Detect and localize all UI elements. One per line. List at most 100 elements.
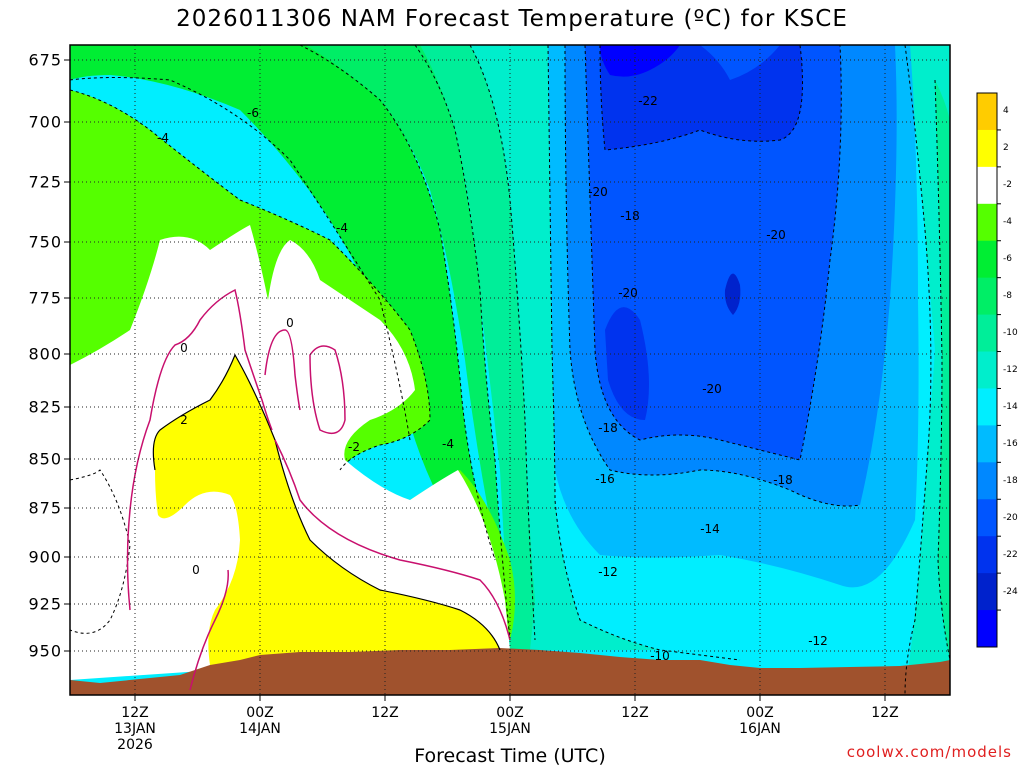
contour-label: -12 <box>598 565 618 579</box>
colorbar-label: -16 <box>1003 438 1018 449</box>
x-tick-marks <box>134 695 886 701</box>
contour-label: 0 <box>286 316 294 330</box>
contour-minus14 <box>547 45 741 661</box>
field-blob-minus20b <box>724 273 741 315</box>
contour-minus6 <box>70 77 411 441</box>
contour-minus18 <box>584 45 842 461</box>
field-blob-minus20a <box>605 307 649 420</box>
colorbar-swatch <box>977 388 997 426</box>
contour-label: -12 <box>808 634 828 648</box>
y-tick-label: 700 <box>28 112 62 132</box>
field-band-minus6 <box>70 45 502 620</box>
contour-label: -10 <box>650 649 670 663</box>
colorbar-swatch <box>977 351 997 389</box>
x-tick-line: 15JAN <box>489 721 531 737</box>
contour-label: -18 <box>773 473 793 487</box>
field-band-minus18 <box>585 45 842 460</box>
gridlines <box>70 45 950 695</box>
contour-label: 0 <box>192 563 200 577</box>
x-tick-label: 12Z 13JAN 2026 <box>95 705 175 753</box>
credit-text[interactable]: coolwx.com/models <box>846 743 1012 761</box>
contour-label: -4 <box>442 437 454 451</box>
zero-contour-c <box>264 329 301 411</box>
x-tick-line: 00Z <box>246 705 274 721</box>
zero-contour-d <box>309 345 346 435</box>
y-tick-label: 775 <box>28 288 62 308</box>
contour-minus8 <box>299 45 496 561</box>
x-tick-label: 12Z <box>595 705 675 721</box>
colorbar-swatch <box>977 610 997 648</box>
field-band-minus10-right <box>935 80 950 660</box>
terrain <box>70 648 950 695</box>
contour-label: -20 <box>766 228 786 242</box>
y-tick-label: 900 <box>28 547 62 567</box>
chart-title: 2026011306 NAM Forecast Temperature (ºC)… <box>176 6 848 32</box>
x-tick-line: 12Z <box>371 705 399 721</box>
contour-minus12-left <box>469 45 536 641</box>
colorbar-label: -24 <box>1003 586 1018 597</box>
colorbar-label: -12 <box>1003 365 1018 375</box>
colorbar <box>976 92 1001 648</box>
y-tick-label: 925 <box>28 594 62 614</box>
contour-minus16 <box>564 45 861 507</box>
x-tick-label: 00Z 14JAN <box>220 705 300 737</box>
colorbar-swatch <box>977 536 997 574</box>
colorbar-label: -8 <box>1003 291 1012 302</box>
x-tick-label: 00Z 15JAN <box>470 705 550 737</box>
x-tick-label: 00Z 16JAN <box>720 705 800 737</box>
field-band-minus10 <box>415 45 535 650</box>
colorbar-label: 2 <box>1003 143 1009 154</box>
contour-label: -18 <box>598 421 618 435</box>
field-band-minus20 <box>600 45 803 150</box>
x-tick-line: 12Z <box>121 705 149 721</box>
x-tick-label: 12Z <box>845 705 925 721</box>
colorbar-label: -6 <box>1003 254 1012 265</box>
y-tick-label: 825 <box>28 397 62 417</box>
field-band-zero <box>70 225 510 680</box>
contour-minus4-left <box>70 89 431 471</box>
y-tick-label: 725 <box>28 172 62 192</box>
x-tick-line: 13JAN <box>114 721 156 737</box>
colorbar-label: -14 <box>1003 401 1018 412</box>
colorbar-label: 4 <box>1003 106 1009 117</box>
field-band-minus22 <box>600 45 680 77</box>
field-band-plus2 <box>153 355 501 665</box>
contour-plus2-solid <box>152 353 501 651</box>
contour-label: -14 <box>700 522 720 536</box>
contour-label: -4 <box>336 221 348 235</box>
contour-minus10-right <box>934 79 950 661</box>
colorbar-swatch <box>977 277 997 316</box>
zero-contour-a <box>126 288 273 611</box>
x-tick-line: 00Z <box>746 705 774 721</box>
y-tick-label: 800 <box>28 344 62 364</box>
colorbar-label: -20 <box>1003 512 1018 523</box>
y-tick-label: 875 <box>28 498 62 518</box>
y-tick-label: 675 <box>28 50 62 70</box>
contour-label: -20 <box>618 286 638 300</box>
colorbar-label: -4 <box>1003 217 1012 228</box>
contour-label: -22 <box>638 94 658 108</box>
colorbar-swatch <box>977 425 997 463</box>
x-tick-label: 12Z <box>345 705 425 721</box>
field-band-minus8 <box>300 45 510 650</box>
zero-contours <box>126 288 511 691</box>
colorbar-swatch <box>977 93 997 131</box>
contour-label: -16 <box>595 472 615 486</box>
x-tick-line: 12Z <box>621 705 649 721</box>
contour-label: -20 <box>702 382 722 396</box>
contour-label: -6 <box>247 106 259 120</box>
colorbar-label: -10 <box>1003 328 1018 339</box>
y-tick-label: 950 <box>28 641 62 661</box>
colorbar-frame <box>976 92 998 648</box>
contour-label: -2 <box>348 440 360 454</box>
contour-label: 2 <box>180 413 188 427</box>
colorbar-swatch <box>977 166 997 205</box>
colorbar-swatch <box>977 573 997 611</box>
x-tick-line: 16JAN <box>739 721 781 737</box>
colorbar-swatch <box>977 129 997 168</box>
contour-minus20 <box>599 45 803 151</box>
contour-label: 0 <box>180 341 188 355</box>
contour-labels: -6 -4 -4 0 0 2 0 -2 -4 -22 -20 -18 -20 -20 -20 -18 -16 -1… <box>157 94 828 663</box>
x-tick-line: 14JAN <box>239 721 281 737</box>
